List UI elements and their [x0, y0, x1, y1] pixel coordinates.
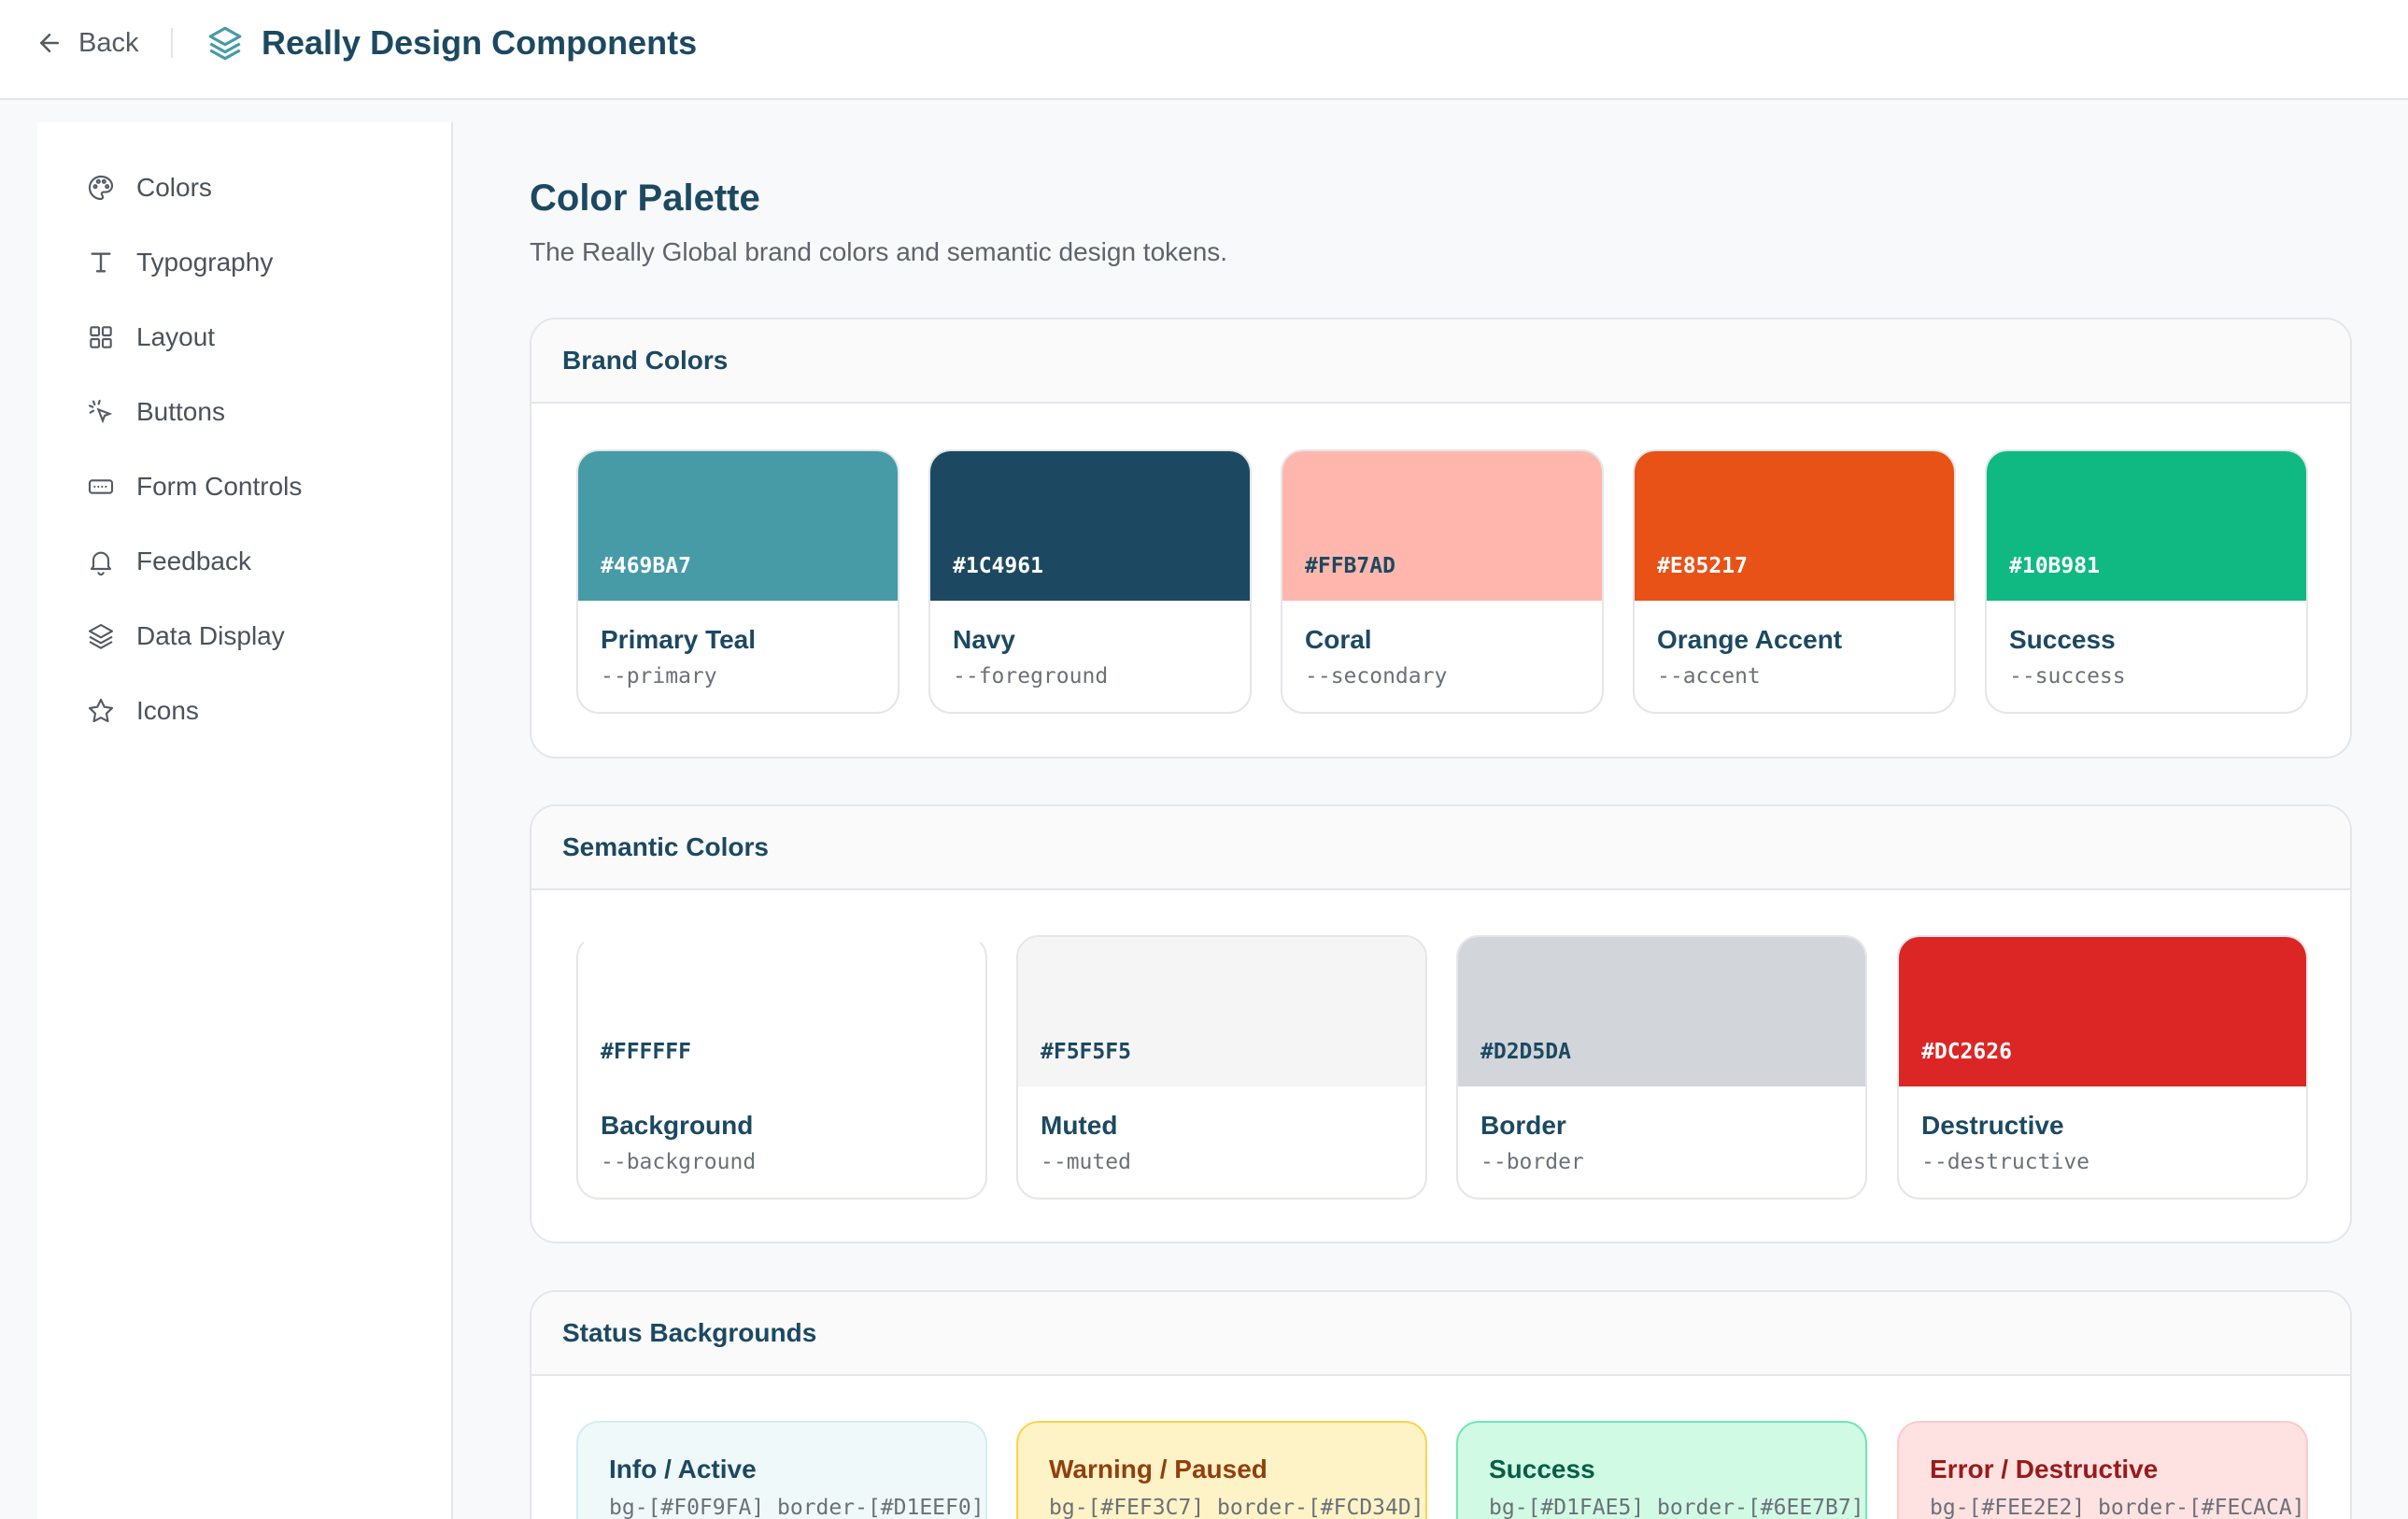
status-classes: bg-[#FEF3C7] border-[#FCD34D] [1049, 1496, 1424, 1519]
sidebar-item-feedback[interactable]: Feedback [86, 535, 251, 588]
sidebar-item-form-controls[interactable]: Form Controls [86, 461, 302, 513]
color-swatch[interactable]: #10B981 Success --success [1985, 449, 2308, 714]
hex-value: #1C4961 [953, 554, 1043, 578]
status-title: Success [1489, 1455, 1595, 1484]
sidebar-label: Form Controls [136, 472, 303, 501]
color-token: --secondary [1305, 664, 1448, 689]
color-token: --destructive [1921, 1150, 2090, 1174]
hex-value: #F5F5F5 [1041, 1040, 1131, 1064]
hex-value: #D2D5DA [1480, 1040, 1571, 1064]
color-chip: #DC2626 [1899, 937, 2306, 1086]
status-card[interactable]: Success bg-[#D1FAE5] border-[#6EE7B7] [1456, 1421, 1867, 1519]
app-title: Really Design Components [262, 23, 698, 62]
color-name: Border [1480, 1111, 1566, 1140]
color-chip: #469BA7 [578, 451, 898, 601]
color-token: --accent [1657, 664, 1761, 689]
color-swatch[interactable]: #E85217 Orange Accent --accent [1633, 449, 1956, 714]
bell-icon [90, 551, 112, 575]
panel-heading: Semantic Colors [531, 806, 2350, 890]
color-name: Primary Teal [601, 625, 757, 654]
sidebar-label: Buttons [136, 397, 225, 426]
status-classes: bg-[#D1FAE5] border-[#6EE7B7] [1489, 1496, 1864, 1519]
sidebar-item-icons[interactable]: Icons [86, 685, 199, 737]
sidebar-item-colors[interactable]: Colors [86, 162, 212, 214]
sidebar-label: Icons [136, 696, 199, 725]
color-chip: #1C4961 [930, 451, 1250, 601]
sidebar-item-data-display[interactable]: Data Display [86, 610, 285, 662]
brand-colors-panel: Brand Colors #469BA7 Primary Teal --prim… [530, 318, 2352, 759]
color-swatch[interactable]: #1C4961 Navy --foreground [928, 449, 1252, 714]
color-swatch[interactable]: #DC2626 Destructive --destructive [1897, 935, 2308, 1200]
sidebar-label: Feedback [136, 547, 251, 575]
color-token: --background [601, 1150, 757, 1174]
color-swatch[interactable]: #FFFFFF Background --background [576, 935, 987, 1200]
star-icon [88, 698, 114, 723]
color-chip: #E85217 [1635, 451, 1954, 601]
hex-value: #FFFFFF [601, 1040, 691, 1064]
page-subtitle: The Really Global brand colors and seman… [530, 237, 1228, 266]
status-classes: bg-[#FEE2E2] border-[#FECACA] [1930, 1496, 2305, 1519]
grid-icon [90, 326, 112, 348]
color-chip: #F5F5F5 [1018, 937, 1425, 1086]
top-bar: Back Really Design Components [0, 0, 2408, 100]
status-title: Info / Active [609, 1455, 757, 1484]
color-chip: #FFFFFF [578, 937, 985, 1086]
header-divider [171, 28, 173, 58]
layers-icon [88, 623, 114, 649]
color-swatch[interactable]: #469BA7 Primary Teal --primary [576, 449, 899, 714]
back-button[interactable]: Back [35, 24, 138, 62]
panel-heading: Brand Colors [531, 319, 2350, 404]
status-card[interactable]: Warning / Paused bg-[#FEF3C7] border-[#F… [1016, 1421, 1427, 1519]
arrow-left-icon [40, 34, 59, 52]
panel-heading: Status Backgrounds [531, 1292, 2350, 1376]
color-chip: #FFB7AD [1282, 451, 1602, 601]
color-name: Muted [1041, 1111, 1118, 1140]
sidebar-item-buttons[interactable]: Buttons [86, 386, 225, 438]
color-swatch[interactable]: #F5F5F5 Muted --muted [1016, 935, 1427, 1200]
status-classes: bg-[#F0F9FA] border-[#D1EEF0] [609, 1496, 984, 1519]
status-backgrounds-panel: Status Backgrounds Info / Active bg-[#F0… [530, 1290, 2352, 1519]
pointer-click-icon [88, 399, 113, 424]
color-swatch[interactable]: #D2D5DA Border --border [1456, 935, 1867, 1200]
color-token: --muted [1041, 1150, 1131, 1174]
color-name: Success [2009, 625, 2116, 654]
color-name: Orange Accent [1657, 625, 1843, 654]
input-icon [88, 479, 114, 494]
type-icon [91, 252, 111, 273]
status-card[interactable]: Info / Active bg-[#F0F9FA] border-[#D1EE… [576, 1421, 987, 1519]
color-chip: #10B981 [1987, 451, 2306, 601]
color-token: --success [2009, 664, 2126, 689]
sidebar-label: Layout [136, 322, 216, 351]
color-token: --primary [601, 664, 717, 689]
hex-value: #469BA7 [601, 554, 691, 578]
hex-value: #DC2626 [1921, 1040, 2012, 1064]
semantic-colors-panel: Semantic Colors #FFFFFF Background --bac… [530, 804, 2352, 1243]
color-name: Background [601, 1111, 754, 1140]
sidebar-label: Typography [136, 248, 274, 277]
status-title: Warning / Paused [1049, 1455, 1268, 1484]
status-card[interactable]: Error / Destructive bg-[#FEE2E2] border-… [1897, 1421, 2308, 1519]
color-name: Coral [1305, 625, 1372, 654]
sidebar-label: Data Display [136, 621, 285, 650]
back-label: Back [78, 27, 139, 58]
color-name: Navy [953, 625, 1015, 654]
sidebar-label: Colors [136, 173, 212, 202]
app-brand: Really Design Components [205, 21, 697, 65]
color-token: --foreground [953, 664, 1109, 689]
layers-logo-icon [208, 26, 242, 61]
color-swatch[interactable]: #FFB7AD Coral --secondary [1281, 449, 1604, 714]
hex-value: #FFB7AD [1305, 554, 1395, 578]
sidebar-item-layout[interactable]: Layout [86, 311, 215, 363]
palette-icon [88, 175, 114, 201]
status-title: Error / Destructive [1930, 1455, 2159, 1484]
sidebar-nav: Colors Typography Layout Buttons Form Co… [37, 122, 453, 1519]
hex-value: #10B981 [2009, 554, 2100, 578]
color-token: --border [1480, 1150, 1584, 1174]
color-chip: #D2D5DA [1458, 937, 1865, 1086]
sidebar-item-typography[interactable]: Typography [86, 236, 273, 289]
color-name: Destructive [1921, 1111, 2064, 1140]
hex-value: #E85217 [1657, 554, 1748, 578]
page-title: Color Palette [530, 177, 760, 219]
